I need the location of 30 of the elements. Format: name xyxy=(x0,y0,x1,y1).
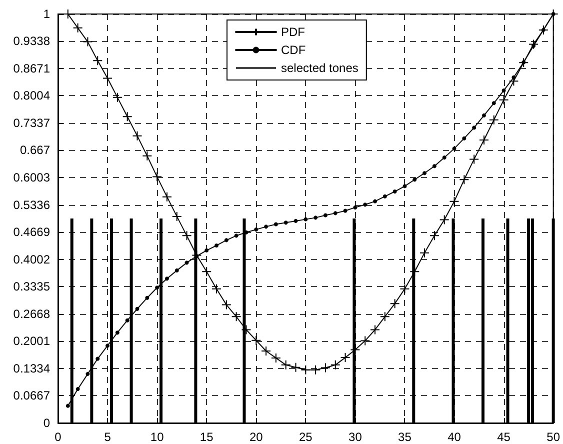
x-tick-label: 5 xyxy=(104,430,112,444)
x-tick-label: 0 xyxy=(54,430,62,444)
x-tick-label: 50 xyxy=(546,430,560,444)
y-tick-label: 0.2001 xyxy=(13,334,50,348)
y-tick-label: 0.3335 xyxy=(13,280,50,294)
y-tick-label: 0.7337 xyxy=(13,116,50,130)
x-tick-label: 25 xyxy=(298,430,313,444)
y-tick-label: 0.5336 xyxy=(13,198,50,212)
x-tick-label: 35 xyxy=(398,430,412,444)
y-tick-label: 0 xyxy=(43,416,50,430)
x-tick-label: 40 xyxy=(448,430,462,444)
y-tick-label: 0.8004 xyxy=(13,88,50,103)
x-tick-label: 30 xyxy=(348,430,362,444)
y-tick-label: 0.667 xyxy=(20,143,50,158)
y-tick-label: 0.4002 xyxy=(13,252,50,266)
y-tick-label: 0.0667 xyxy=(13,388,50,403)
x-tick-label: 20 xyxy=(249,430,264,444)
y-tick-label: 0.4669 xyxy=(13,225,50,240)
x-tick-label: 45 xyxy=(497,430,511,444)
legend-label: PDF xyxy=(281,25,305,39)
y-tick-label: 0.9338 xyxy=(13,34,50,48)
y-tick-label: 0.1334 xyxy=(13,361,50,376)
legend-label: CDF xyxy=(281,43,306,57)
legend-label: selected tones xyxy=(281,61,358,75)
y-tick-label: 1 xyxy=(43,7,50,21)
x-tick-label: 15 xyxy=(200,430,214,444)
y-tick-label: 0.8671 xyxy=(13,61,50,76)
y-tick-label: 0.6003 xyxy=(13,170,50,184)
y-tick-label: 0.2668 xyxy=(13,306,50,321)
x-tick-label: 10 xyxy=(150,430,164,444)
